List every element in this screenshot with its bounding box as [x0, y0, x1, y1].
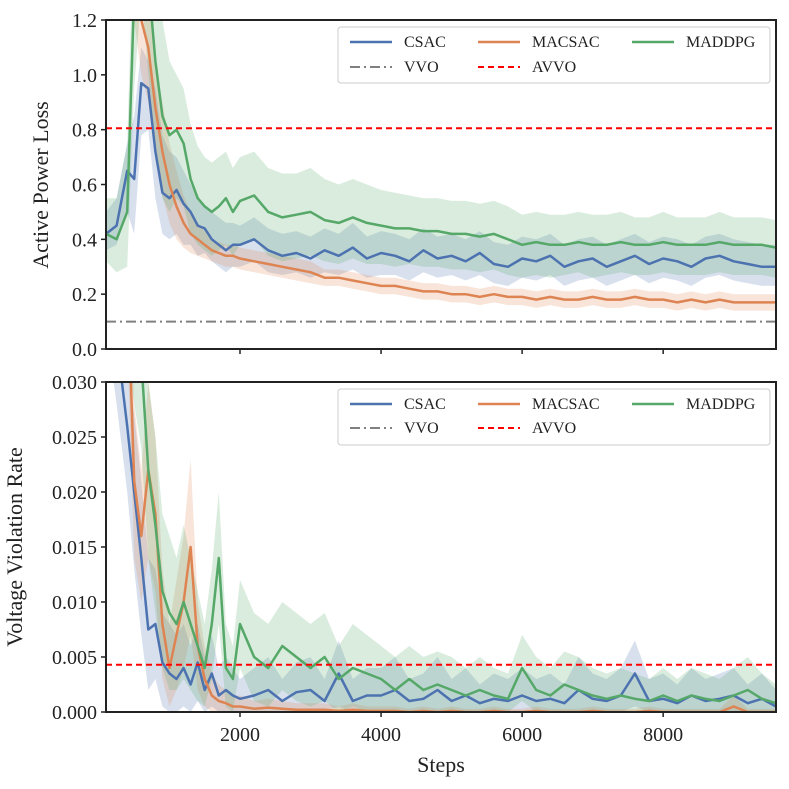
top-maddpg-line: [106, 20, 776, 249]
bottom-y-axis-label: Voltage Violation Rate: [2, 447, 27, 647]
bottom-x-axis-label: Steps: [417, 752, 465, 777]
bot-xtick-label: 6000: [502, 724, 542, 746]
bottom-legend-csac-label: CSAC: [404, 396, 446, 413]
bottom-confidence-bands: [113, 382, 776, 712]
bot-xtick-label: 4000: [361, 724, 401, 746]
bottom-panel: 0.000 0.005 0.010 0.015 0.020 0.025 0.030 2000…: [2, 372, 777, 777]
bottom-x-axis: 2000 4000 6000 8000: [220, 712, 683, 746]
top-ytick-label: 0.6: [72, 175, 97, 197]
top-ytick-label: 1.2: [72, 10, 97, 32]
bot-ytick-label: 0.010: [52, 592, 97, 614]
top-ytick-label: 0.2: [72, 284, 97, 306]
top-csac-line: [106, 81, 776, 269]
bottom-legend-macsac-label: MACSAC: [532, 396, 600, 413]
top-series-lines: [106, 20, 776, 323]
top-legend-macsac-label: MACSAC: [532, 34, 600, 51]
bot-ytick-label: 0.005: [52, 647, 97, 669]
top-x-axis: [239, 349, 664, 354]
bottom-legend-maddpg-label: MADDPG: [686, 396, 756, 413]
top-macsac-line: [140, 20, 776, 304]
bot-xtick-label: 8000: [643, 724, 683, 746]
top-legend: CSAC MACSAC MADDPG VVO AVVO: [337, 26, 771, 84]
top-y-axis: 0.0 0.2 0.4 0.6 0.8 1.0 1.2: [72, 10, 106, 361]
top-ytick-label: 0.4: [72, 229, 97, 251]
top-legend-csac-label: CSAC: [404, 34, 446, 51]
top-y-axis-label: Active Power Loss: [28, 101, 53, 268]
bot-ytick-label: 0.015: [52, 537, 97, 559]
bottom-series-lines: [106, 382, 776, 712]
bottom-y-axis: 0.000 0.005 0.010 0.015 0.020 0.025 0.030: [52, 372, 106, 724]
bottom-legend: CSAC MACSAC MADDPG VVO AVVO: [337, 388, 771, 446]
top-legend-vvo-label: VVO: [404, 59, 439, 76]
bot-xtick-label: 2000: [220, 724, 260, 746]
bottom-legend-vvo-label: VVO: [404, 420, 439, 437]
bot-ytick-label: 0.000: [52, 702, 97, 724]
bot-ytick-label: 0.030: [52, 372, 97, 394]
bot-ytick-label: 0.025: [52, 427, 97, 449]
top-ytick-label: 1.0: [72, 65, 97, 87]
top-panel: 0.00.20.40.60.81.01.2 Active Power Loss …: [28, 10, 777, 361]
bot-ytick-label: 0.020: [52, 482, 97, 504]
top-ytick-label: 0.0: [72, 339, 97, 361]
bottom-legend-avvo-label: AVVO: [532, 420, 576, 437]
bot-csac-line: [120, 382, 776, 708]
bot-csac-band: [113, 382, 776, 712]
bot-macsac-band: [128, 382, 776, 712]
bot-maddpg-band: [131, 382, 776, 712]
bot-maddpg-line: [141, 382, 776, 705]
top-legend-maddpg-label: MADDPG: [686, 34, 756, 51]
top-legend-avvo-label: AVVO: [532, 59, 576, 76]
top-ytick-label: 0.8: [72, 120, 97, 142]
top-csac-band: [106, 47, 776, 286]
